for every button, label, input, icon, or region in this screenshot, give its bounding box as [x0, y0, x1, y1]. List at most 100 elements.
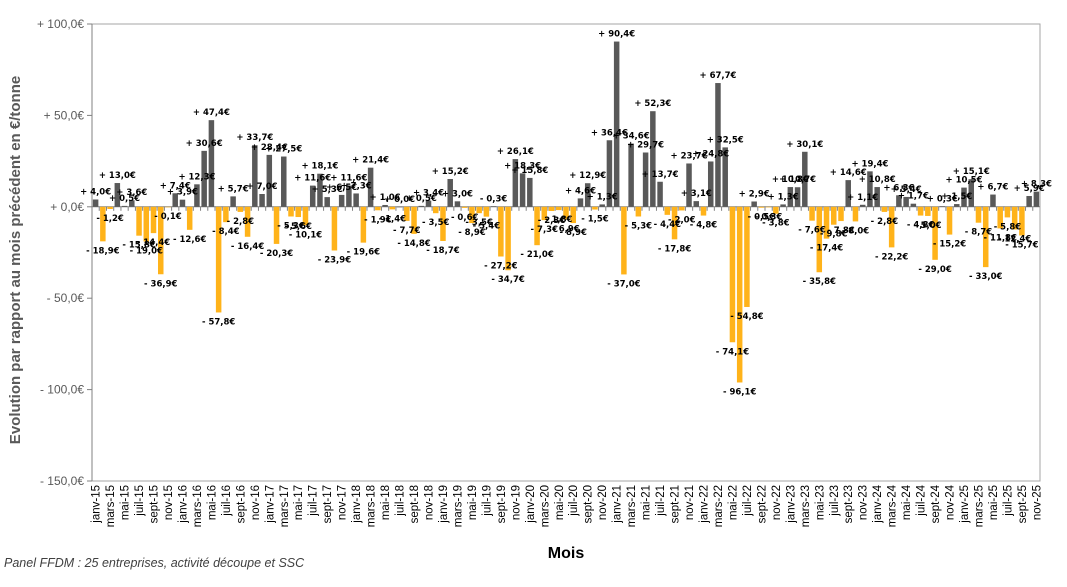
x-tick-label: nov-22	[771, 485, 783, 520]
data-label: - 7,6€	[798, 226, 826, 236]
data-label: + 8,3€	[1021, 180, 1052, 190]
bar	[845, 180, 851, 207]
data-label: + 29,7€	[627, 141, 664, 151]
data-label: + 4,0€	[80, 187, 111, 197]
bar	[114, 183, 121, 207]
data-label: - 8,9€	[560, 228, 588, 238]
bar	[787, 187, 794, 207]
bar	[780, 204, 786, 207]
x-tick-label: nov-16	[250, 485, 262, 520]
bar	[179, 199, 186, 207]
data-label: - 2,0€	[668, 215, 696, 225]
bar	[917, 206, 924, 216]
bar	[997, 206, 1003, 229]
x-tick-label: mars-23	[800, 485, 812, 527]
data-label: + 18,1€	[301, 162, 338, 172]
x-tick-label: nov-17	[337, 485, 349, 520]
data-label: - 7,7€	[393, 226, 421, 236]
bar	[230, 196, 236, 207]
bar	[990, 194, 996, 207]
bar	[961, 187, 967, 207]
data-label: - 10,1€	[289, 230, 322, 240]
x-tick-label: sept-19	[496, 485, 508, 523]
data-label: - 1,5€	[581, 215, 609, 225]
x-tick-label: sept-22	[756, 485, 768, 523]
bar	[765, 206, 772, 208]
bar	[664, 206, 671, 215]
x-tick-label: janv-15	[91, 485, 103, 524]
data-label: + 52,3€	[634, 99, 671, 109]
bar	[317, 173, 323, 207]
x-tick-label: mai-25	[988, 485, 1000, 520]
data-label: + 1,5€	[941, 192, 972, 202]
data-label: - 0,3€	[755, 212, 783, 222]
bar	[172, 193, 178, 207]
x-tick-label: juil-25	[1002, 485, 1014, 517]
bar	[874, 187, 880, 207]
bar	[859, 204, 866, 207]
bar	[744, 206, 750, 307]
x-tick-label: janv-17	[264, 485, 276, 524]
data-label: + 36,4€	[591, 128, 628, 138]
bar	[165, 206, 171, 208]
data-label: - 2,8€	[227, 217, 255, 227]
data-label: - 0,3€	[480, 194, 508, 204]
bar	[939, 206, 946, 207]
bar	[353, 193, 359, 207]
bar	[237, 206, 244, 212]
bar	[556, 206, 562, 211]
data-labels: + 4,0€- 18,9€- 1,2€+ 13,0€+ 0,5€+ 3,6€- …	[80, 30, 1052, 398]
bar	[932, 206, 938, 260]
bar	[1019, 206, 1025, 236]
data-label: + 4,6€	[565, 186, 596, 196]
bar	[671, 206, 678, 240]
bar	[751, 201, 757, 207]
x-tick-label: nov-19	[510, 485, 522, 520]
bar	[563, 206, 569, 220]
bar	[809, 206, 815, 221]
x-tick-label: sept-23	[843, 485, 855, 523]
bar	[599, 204, 605, 207]
data-label: + 18,3€	[504, 161, 541, 171]
data-label: - 2,8€	[871, 217, 899, 227]
bar	[375, 206, 381, 211]
x-tick-label: sept-16	[235, 485, 247, 523]
x-tick-label: juil-21	[655, 485, 667, 517]
data-label: + 7,0€	[247, 182, 278, 192]
bar	[469, 206, 475, 224]
x-tick-label: mars-21	[626, 485, 638, 527]
x-tick-label: sept-20	[583, 485, 595, 523]
x-tick-label: juil-16	[221, 485, 233, 517]
bar	[157, 206, 164, 275]
x-tick-label: nov-15	[163, 485, 175, 520]
bar	[418, 205, 425, 207]
data-label: - 74,1€	[716, 347, 749, 357]
x-tick-label: mai-19	[467, 485, 479, 520]
bar	[823, 206, 830, 239]
x-tick-label: janv-16	[177, 485, 189, 524]
bar	[679, 206, 685, 211]
data-label: + 1,7€	[898, 192, 929, 202]
x-tick-label: janv-25	[959, 485, 971, 524]
x-tick-label: mars-22	[713, 485, 725, 527]
bar	[461, 206, 468, 208]
data-label: + 3,0€	[442, 189, 473, 199]
x-tick-label: janv-22	[698, 485, 710, 524]
data-label: - 21,0€	[520, 250, 553, 260]
bar	[505, 206, 511, 271]
data-label: - 33,0€	[969, 272, 1002, 282]
data-label: - 3,5€	[422, 218, 450, 228]
y-axis: + 100,0€ + 50,0€ + 0,0€ - 50,0€ - 100,0€ - 15…	[37, 17, 1040, 488]
x-tick-label: sept-21	[670, 485, 682, 523]
y-axis-title: Evolution par rapport au mois précédent …	[7, 76, 24, 444]
x-axis-title: Mois	[548, 545, 585, 562]
data-label: - 4,4€	[654, 220, 682, 230]
data-label: + 3,4€	[413, 189, 444, 199]
bar	[816, 206, 823, 273]
data-label: + 12,9€	[569, 171, 606, 181]
x-tick-label: juil-18	[395, 485, 407, 517]
x-tick-label: juil-17	[308, 485, 320, 517]
data-label: - 2,3€	[538, 216, 566, 226]
y-tick-label: - 100,0€	[40, 383, 84, 397]
